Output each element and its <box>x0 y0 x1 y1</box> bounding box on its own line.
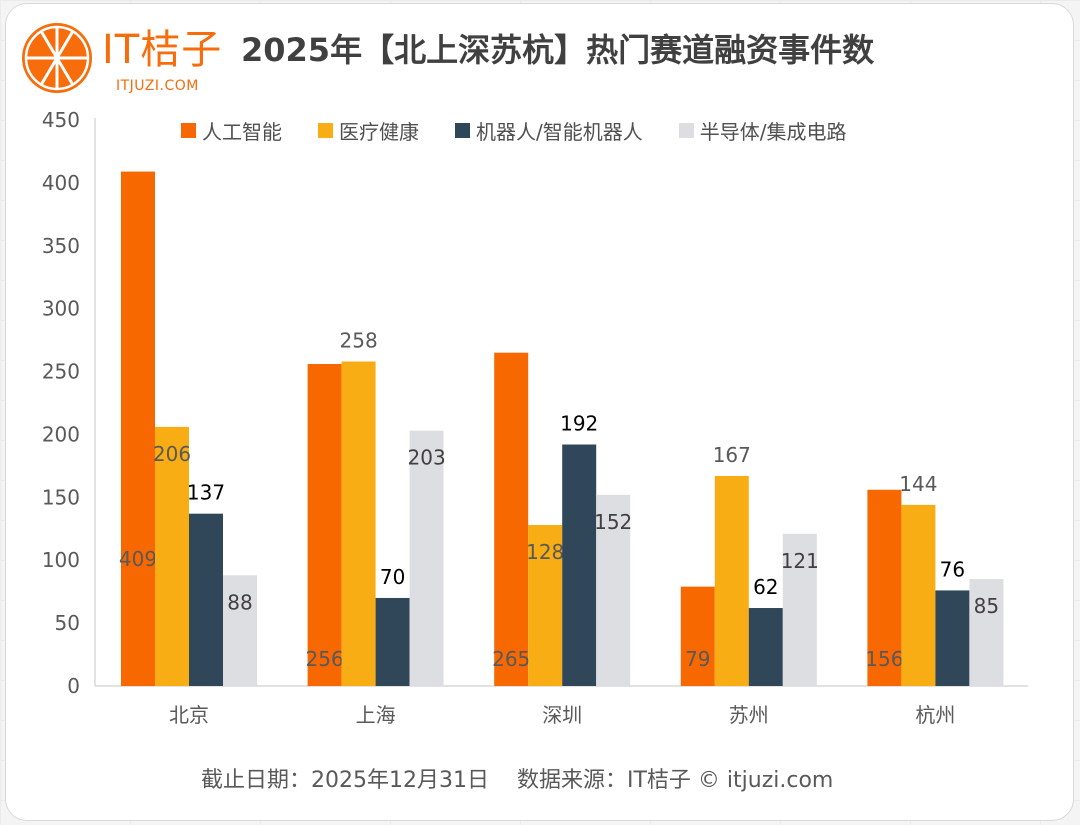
data-label: 79 <box>685 647 710 671</box>
bar <box>680 586 715 686</box>
y-tick-label: 200 <box>42 422 80 446</box>
data-label: 144 <box>899 472 937 496</box>
bar <box>562 444 597 686</box>
data-label: 137 <box>187 481 225 505</box>
data-label: 409 <box>119 547 157 571</box>
bar <box>375 597 410 686</box>
x-tick-label: 苏州 <box>729 703 769 727</box>
data-label: 206 <box>153 442 191 466</box>
chart-footer: 截止日期：2025年12月31日 数据来源：IT桔子 © itjuzi.com <box>201 764 833 798</box>
logo-wordmark: IT桔子 <box>102 27 223 73</box>
bar <box>409 430 444 686</box>
legend-swatch-healthcare <box>318 122 333 138</box>
y-tick-label: 50 <box>55 611 80 635</box>
data-source: 数据来源：IT桔子 © itjuzi.com <box>516 768 834 793</box>
y-tick-label: 0 <box>67 674 80 698</box>
bar <box>935 590 970 686</box>
y-tick-label: 300 <box>42 297 80 321</box>
data-label: 265 <box>492 647 530 671</box>
legend-label-healthcare: 医疗健康 <box>339 119 419 144</box>
legend-item-robotics: 机器人/智能机器人 <box>455 116 643 145</box>
bar <box>223 575 257 686</box>
legend-swatch-semiconductor <box>678 122 694 138</box>
y-tick-label: 150 <box>42 485 80 509</box>
legend-label-robotics: 机器人/智能机器人 <box>476 119 643 144</box>
chart-title: 2025年【北上深苏杭】热门赛道融资事件数 <box>241 31 875 69</box>
x-tick-label: 深圳 <box>542 703 582 727</box>
legend-label-semiconductor: 半导体/集成电路 <box>699 119 847 144</box>
bar <box>528 525 563 686</box>
data-label: 256 <box>306 647 344 671</box>
legend-swatch-ai <box>181 122 196 138</box>
y-tick-label: 450 <box>42 108 80 132</box>
bar <box>748 608 783 686</box>
y-tick-label: 100 <box>42 548 80 572</box>
bar <box>189 513 223 686</box>
data-label: 85 <box>974 594 999 618</box>
bar <box>901 504 936 686</box>
data-label: 88 <box>227 590 252 614</box>
data-label: 62 <box>753 575 778 599</box>
bar <box>867 489 902 686</box>
legend-swatch-robotics <box>455 122 470 138</box>
x-tick-label: 上海 <box>356 703 396 727</box>
bar <box>307 364 342 686</box>
bar <box>121 171 155 686</box>
bar <box>155 426 189 686</box>
logo-domain: ITJUZI.COM <box>116 78 199 94</box>
data-label: 70 <box>380 565 405 589</box>
legend-item-healthcare: 医疗健康 <box>318 116 419 145</box>
y-tick-label: 250 <box>42 360 80 384</box>
data-label: 152 <box>594 510 632 534</box>
data-label: 192 <box>560 412 598 436</box>
data-label: 128 <box>526 540 564 564</box>
data-label: 156 <box>865 647 903 671</box>
data-label: 203 <box>408 446 446 470</box>
cutoff-date: 截止日期：2025年12月31日 <box>201 768 489 793</box>
bar <box>782 533 817 686</box>
data-label: 167 <box>713 443 751 467</box>
y-tick-label: 350 <box>42 234 80 258</box>
legend-item-semiconductor: 半导体/集成电路 <box>678 116 847 145</box>
legend-item-ai: 人工智能 <box>181 116 282 145</box>
data-label: 258 <box>340 328 378 352</box>
bar <box>341 361 376 686</box>
x-tick-label: 北京 <box>169 703 209 727</box>
bar <box>714 475 749 686</box>
data-label: 121 <box>781 549 819 573</box>
legend-label-ai: 人工智能 <box>202 119 282 144</box>
bar <box>969 579 1004 686</box>
x-tick-label: 杭州 <box>915 703 955 727</box>
orange-slice-icon <box>22 23 92 93</box>
y-tick-label: 400 <box>42 171 80 195</box>
bar <box>494 352 529 686</box>
bar <box>596 494 631 686</box>
data-label: 76 <box>940 557 965 581</box>
itjuzi-logo: IT桔子 ITJUZI.COM <box>19 20 229 100</box>
chart-legend: 人工智能 医疗健康 机器人/智能机器人 半导体/集成电路 <box>181 116 883 144</box>
